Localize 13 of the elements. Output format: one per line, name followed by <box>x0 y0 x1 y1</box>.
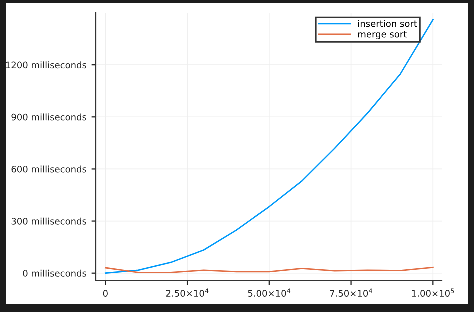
y-tick-label: 1200 milliseconds <box>6 62 87 69</box>
y-tick-label: 300 milliseconds <box>12 218 87 225</box>
x-tick-label: 5.00×10$^{4}$ <box>248 288 291 297</box>
line-series <box>104 19 434 274</box>
legend-label: insertion sort <box>358 20 418 28</box>
y-tick-label: 900 milliseconds <box>12 114 87 121</box>
y-tick-label: 600 milliseconds <box>12 166 87 173</box>
legend-label: merge sort <box>358 31 407 40</box>
y-tick-label: 0 milliseconds <box>23 270 87 277</box>
x-tick-label: 1.00×10$^{5}$ <box>412 288 454 297</box>
x-tick-label: 0 <box>103 290 108 298</box>
x-tick-label: 2.50×10$^{4}$ <box>166 288 209 297</box>
x-tick-label: 7.50×10$^{4}$ <box>330 288 372 297</box>
